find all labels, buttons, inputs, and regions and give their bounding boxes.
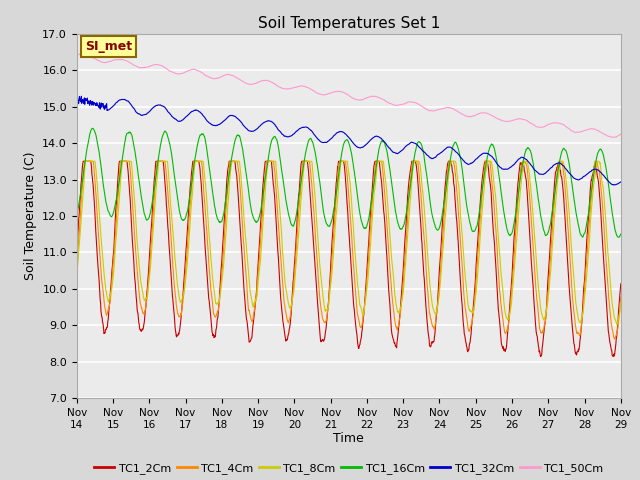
Legend: TC1_2Cm, TC1_4Cm, TC1_8Cm, TC1_16Cm, TC1_32Cm, TC1_50Cm: TC1_2Cm, TC1_4Cm, TC1_8Cm, TC1_16Cm, TC1… bbox=[90, 459, 607, 479]
Title: Soil Temperatures Set 1: Soil Temperatures Set 1 bbox=[258, 16, 440, 31]
X-axis label: Time: Time bbox=[333, 432, 364, 445]
Y-axis label: Soil Temperature (C): Soil Temperature (C) bbox=[24, 152, 36, 280]
Text: SI_met: SI_met bbox=[85, 40, 132, 53]
